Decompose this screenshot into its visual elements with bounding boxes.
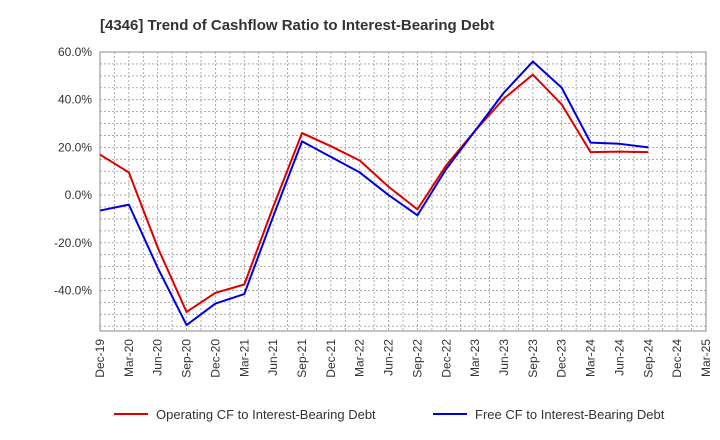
x-tick-label: Mar-21 [237,339,251,377]
x-tick-label: Dec-22 [439,339,453,378]
x-tick-label: Sep-20 [180,339,194,378]
y-tick-label: -40.0% [54,283,92,297]
x-tick-label: Jun-24 [612,339,626,376]
x-tick-label: Sep-21 [295,339,309,378]
x-tick-label: Sep-24 [641,339,655,378]
x-tick-label: Mar-22 [353,339,367,377]
x-tick-label: Dec-23 [555,339,569,378]
x-tick-label: Sep-22 [410,339,424,378]
legend-label: Operating CF to Interest-Bearing Debt [156,407,376,422]
x-axis: Dec-19 Mar-20 Jun-20 Sep-20 Dec-20 Mar-21 Jun-… [93,339,713,378]
y-tick-label: 0.0% [65,188,93,202]
x-tick-label: Mar-25 [699,339,713,377]
x-tick-label: Dec-24 [670,339,684,378]
chart-title: [4346] Trend of Cashflow Ratio to Intere… [100,17,494,34]
series-group [99,60,649,327]
y-axis: 60.0% 40.0% 20.0% 0.0% -20.0% -40.0% [54,45,92,297]
x-tick-label: Mar-20 [122,339,136,377]
legend-label: Free CF to Interest-Bearing Debt [475,407,665,422]
y-tick-label: 20.0% [58,140,92,154]
series-line-free-cf [99,60,649,327]
series-line-operating-cf [99,73,649,313]
grid [99,51,707,331]
x-tick-label: Dec-21 [324,339,338,378]
x-tick-label: Jun-20 [151,339,165,376]
plot-area [99,51,707,332]
x-tick-label: Mar-23 [468,339,482,377]
y-tick-label: 60.0% [58,45,92,59]
x-tick-label: Jun-23 [497,339,511,376]
x-tick-label: Sep-23 [526,339,540,378]
x-tick-label: Jun-22 [382,339,396,376]
x-tick-label: Jun-21 [266,339,280,376]
y-tick-label: -20.0% [54,236,92,250]
x-tick-label: Dec-20 [208,339,222,378]
x-tick-label: Dec-19 [93,339,107,378]
y-tick-label: 40.0% [58,93,92,107]
x-tick-label: Mar-24 [584,339,598,377]
legend: Operating CF to Interest-Bearing Debt Fre… [114,407,665,422]
